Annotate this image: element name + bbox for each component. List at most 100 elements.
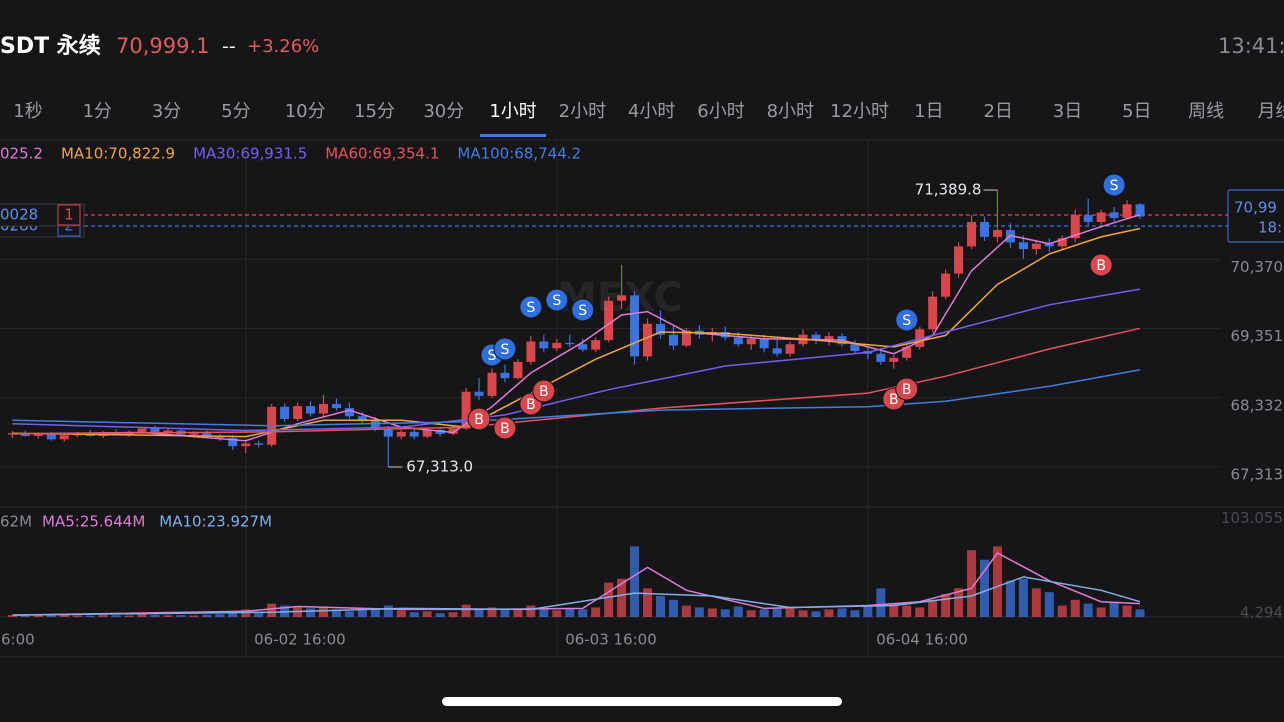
volume-bar bbox=[383, 605, 393, 617]
volume-bar bbox=[630, 546, 640, 617]
timeframe-tab[interactable]: 1日 bbox=[914, 101, 943, 122]
volume-bar bbox=[487, 607, 497, 617]
candle-body bbox=[215, 436, 225, 438]
timeframe-tab[interactable]: 4小时 bbox=[628, 101, 675, 122]
timeframe-tab[interactable]: 30分 bbox=[423, 101, 464, 122]
candle-body bbox=[876, 353, 886, 362]
volume-bar bbox=[254, 612, 264, 617]
volume-bar bbox=[578, 609, 588, 617]
volume-bar bbox=[1018, 578, 1028, 617]
candle-body bbox=[941, 273, 951, 297]
trade-marker bbox=[519, 295, 543, 319]
volume-bar bbox=[733, 606, 743, 617]
volume-bar bbox=[1031, 588, 1041, 617]
timeframe-tab[interactable]: 10分 bbox=[285, 101, 326, 122]
trade-side: S bbox=[501, 342, 510, 358]
candle-body bbox=[681, 330, 691, 346]
symbol[interactable]: SDT 永续 bbox=[0, 33, 101, 59]
candle-body bbox=[980, 221, 990, 237]
candle-body bbox=[500, 372, 510, 379]
timeframe-tab[interactable]: 3日 bbox=[1053, 101, 1082, 122]
price-tag-price: 70,99 bbox=[1234, 199, 1277, 217]
volume-bar bbox=[435, 613, 445, 617]
volume-bar bbox=[176, 615, 186, 617]
timeframe-tab[interactable]: 1小时 bbox=[489, 101, 536, 122]
trade-side: S bbox=[578, 303, 587, 319]
volume-bar bbox=[513, 608, 523, 617]
volume-bar bbox=[565, 608, 575, 617]
trade-marker bbox=[493, 416, 517, 440]
trade-marker bbox=[1089, 253, 1113, 277]
volume-bar bbox=[539, 609, 549, 617]
ma-line bbox=[12, 227, 1141, 438]
volume-bar bbox=[1044, 592, 1054, 617]
timeframe-tab[interactable]: 2日 bbox=[983, 101, 1012, 122]
volume-bar bbox=[889, 603, 899, 617]
candle-body bbox=[396, 431, 406, 437]
volume-bar bbox=[915, 607, 925, 617]
annotation-label: 71,389.8 bbox=[915, 181, 982, 199]
candle-body bbox=[306, 406, 316, 414]
volume-bar bbox=[474, 608, 484, 617]
volume-bar bbox=[967, 550, 977, 617]
candle-body bbox=[1018, 242, 1028, 250]
candle-body bbox=[850, 344, 860, 352]
volume-legend: 62M bbox=[0, 513, 32, 531]
candle-body bbox=[357, 416, 367, 420]
candle-body bbox=[889, 357, 899, 362]
timeframe-tab[interactable]: 5日 bbox=[1122, 101, 1151, 122]
candle-body bbox=[604, 300, 614, 341]
timeframe-tab[interactable]: 8小时 bbox=[767, 101, 814, 122]
timeframe-tab[interactable]: 5分 bbox=[221, 101, 250, 122]
ma-line bbox=[12, 288, 1141, 432]
volume-bar bbox=[124, 615, 134, 617]
volume-ma-legend: MA5:25.644M bbox=[42, 513, 145, 531]
volume-bar bbox=[617, 578, 627, 617]
position-qty: 1 bbox=[64, 206, 74, 224]
volume-bar bbox=[33, 615, 43, 617]
volume-bar bbox=[319, 606, 329, 617]
volume-bar bbox=[448, 612, 458, 617]
candle-body bbox=[46, 433, 56, 440]
volume-bar bbox=[1135, 609, 1145, 617]
ma-line bbox=[12, 369, 1141, 427]
y-tick-label: 68,332 bbox=[1231, 396, 1284, 414]
candle-body bbox=[293, 406, 303, 419]
timeframe-tab[interactable]: 月线 bbox=[1257, 101, 1284, 122]
volume-bar bbox=[643, 588, 653, 617]
volume-bar bbox=[202, 614, 212, 617]
candle-body bbox=[487, 372, 497, 396]
timeframe-tab[interactable]: 12小时 bbox=[830, 101, 889, 122]
timeframe-tab[interactable]: 2小时 bbox=[559, 101, 606, 122]
candle-body bbox=[137, 428, 147, 432]
volume-bar bbox=[72, 615, 82, 617]
volume-bar bbox=[461, 604, 471, 617]
volume-tick-label: 103.055 bbox=[1221, 509, 1283, 527]
candle-body bbox=[772, 348, 782, 354]
timeframe-tab[interactable]: 1秒 bbox=[13, 101, 42, 122]
volume-bar bbox=[655, 596, 665, 617]
candle-body bbox=[1135, 204, 1145, 217]
timeframe-tab[interactable]: 1分 bbox=[83, 101, 112, 122]
candle-body bbox=[992, 230, 1002, 237]
trade-side: B bbox=[500, 421, 510, 437]
timeframe-tab[interactable]: 15分 bbox=[354, 101, 395, 122]
timeframe-tab[interactable]: 周线 bbox=[1188, 101, 1224, 122]
candle-body bbox=[33, 433, 43, 436]
volume-bar bbox=[604, 582, 614, 617]
timeframe-tab[interactable]: 3分 bbox=[152, 101, 181, 122]
volume-bar bbox=[746, 610, 756, 617]
timeframe-tab[interactable]: 6小时 bbox=[697, 101, 744, 122]
candle-body bbox=[150, 428, 160, 433]
volume-bar bbox=[344, 611, 354, 617]
annotation-label: 67,313.0 bbox=[406, 457, 473, 475]
candle-body bbox=[241, 443, 251, 447]
volume-bar bbox=[798, 610, 808, 617]
volume-bar bbox=[7, 615, 17, 617]
trade-marker bbox=[895, 377, 919, 401]
candle-body bbox=[967, 221, 977, 247]
volume-bar bbox=[137, 614, 147, 617]
y-tick-label: 67,313 bbox=[1231, 465, 1284, 483]
